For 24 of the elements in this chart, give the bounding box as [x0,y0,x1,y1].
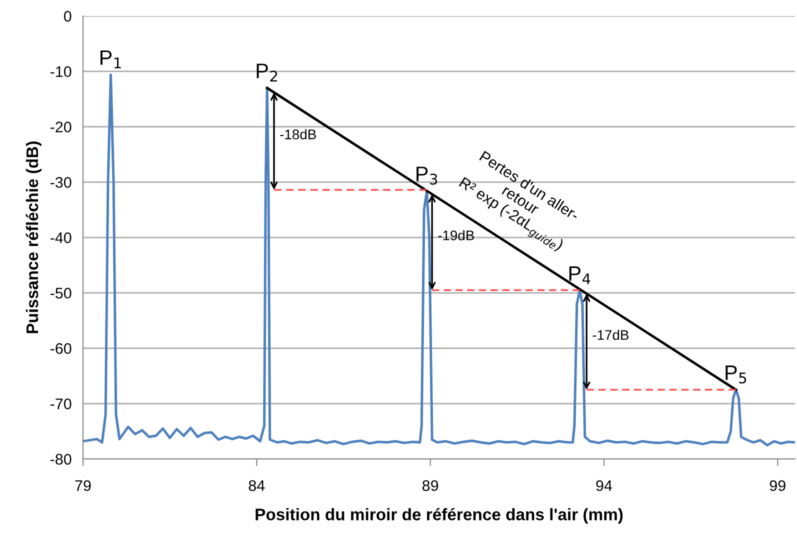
y-tick-label: -50 [50,288,72,299]
x-axis-title: Position du miroir de référence dans l'air (mm) [256,508,623,524]
annotation: -19dB [438,230,474,240]
y-tick-label: -40 [50,232,72,244]
x-tick-label: 94 [596,480,612,492]
x-tick-label: 89 [422,480,438,492]
y-axis-title: Puissance réfléchie (dB) [26,142,42,334]
annotation: P$_{1}$ [100,50,121,68]
x-tick-label: 79 [75,480,91,492]
annotation: -18dB [280,129,316,140]
annotation: P$_{2}$ [256,64,278,82]
y-tick-label: -80 [50,454,72,465]
annotation: -17dB [592,330,628,340]
y-tick-label: -20 [50,122,72,132]
x-tick-label: 84 [248,480,265,492]
x-tick-label: 99 [770,480,786,492]
y-tick-label: -30 [50,176,72,188]
y-tick-label: -10 [50,66,72,78]
annotation: P$_{3}$ [416,166,438,185]
annotation: P$_{4}$ [569,266,590,284]
annotation: P$_{5}$ [726,366,746,384]
y-tick-label: -70 [50,398,72,410]
y-tick-label: -60 [50,343,72,354]
y-tick-label: 0 [64,10,72,22]
